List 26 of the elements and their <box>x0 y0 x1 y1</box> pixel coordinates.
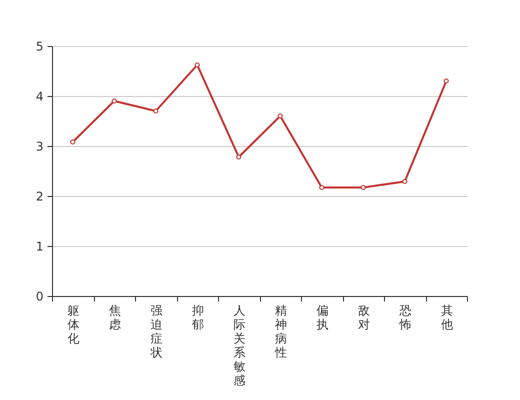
y-tick-label: 1 <box>36 240 44 254</box>
y-tick-label: 4 <box>36 90 44 104</box>
x-tick-label: 恐怖 <box>398 304 412 332</box>
point <box>153 108 158 114</box>
x-tick-label: 躯体化 <box>67 304 80 346</box>
y-tick-label: 5 <box>36 40 44 54</box>
y-tick-label: 0 <box>36 290 44 304</box>
x-tick-label: 强迫症状 <box>149 304 162 360</box>
point <box>70 139 76 145</box>
y-tick-label: 2 <box>36 190 44 204</box>
y-tick-label: 3 <box>36 140 44 154</box>
x-tick-label: 偏执 <box>316 304 328 332</box>
point <box>112 98 117 104</box>
point <box>402 178 408 184</box>
x-tick-label: 其他 <box>440 304 453 332</box>
point <box>360 184 366 190</box>
x-tick-label: 敌对 <box>358 304 370 332</box>
x-tick-label: 抑郁 <box>192 304 204 332</box>
point <box>319 184 324 190</box>
point <box>194 62 200 68</box>
x-tick-label: 精神病性 <box>274 304 287 360</box>
x-tick-label: 焦虑 <box>108 304 121 332</box>
point <box>444 78 449 84</box>
x-tick-label: 人际关系敏感 <box>233 304 246 388</box>
point <box>278 113 283 119</box>
point <box>236 154 242 160</box>
